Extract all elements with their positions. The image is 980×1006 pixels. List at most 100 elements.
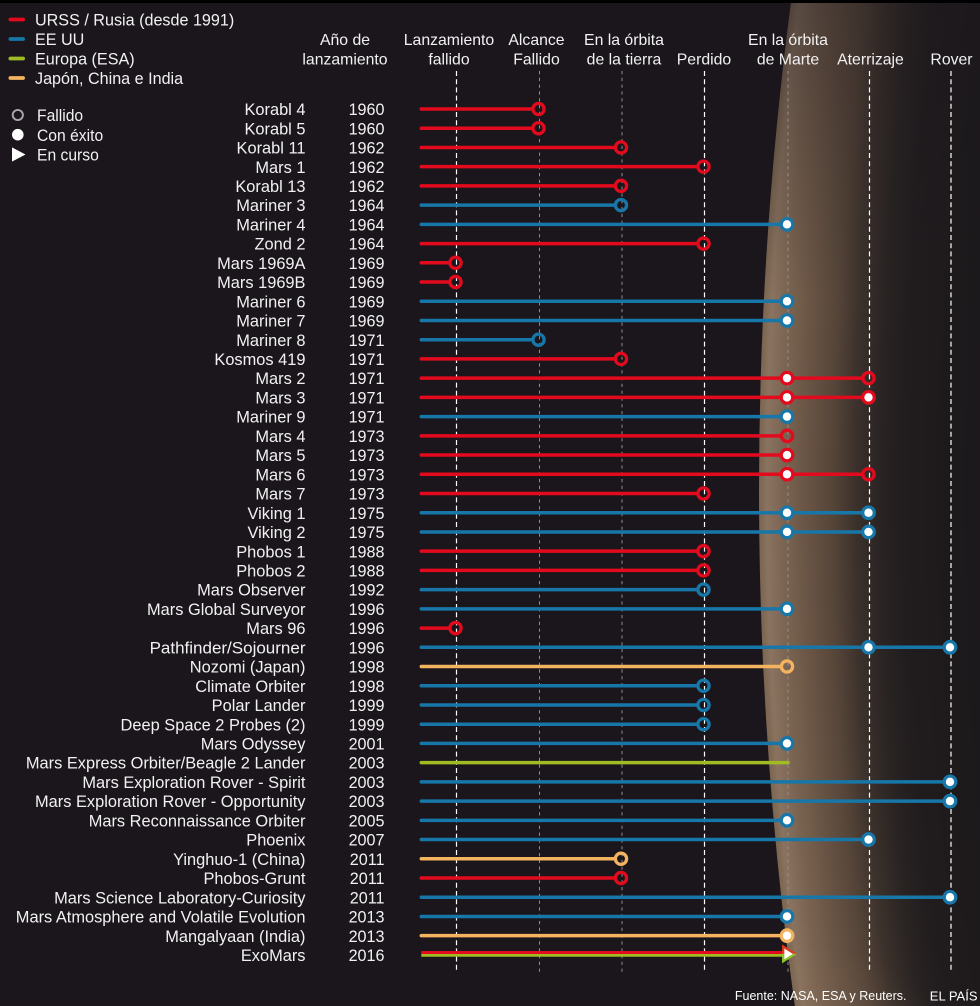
svg-text:de Marte: de Marte: [757, 52, 820, 69]
svg-text:Mars 6: Mars 6: [255, 465, 305, 484]
svg-text:1960: 1960: [349, 119, 385, 138]
svg-text:1973: 1973: [349, 465, 385, 484]
svg-text:1975: 1975: [349, 503, 385, 522]
svg-text:1996: 1996: [349, 619, 385, 638]
svg-text:1996: 1996: [349, 600, 385, 619]
svg-text:Korabl 13: Korabl 13: [235, 177, 305, 196]
svg-text:1969: 1969: [349, 254, 385, 273]
svg-text:Perdido: Perdido: [677, 52, 732, 69]
svg-text:Phoenix: Phoenix: [246, 830, 306, 849]
svg-text:1964: 1964: [349, 234, 385, 253]
svg-text:1964: 1964: [349, 196, 385, 215]
svg-text:1973: 1973: [349, 427, 385, 446]
svg-text:Climate Orbiter: Climate Orbiter: [195, 677, 306, 696]
svg-text:En la órbita: En la órbita: [584, 32, 664, 49]
svg-text:Mars Science Laboratory-Curios: Mars Science Laboratory-Curiosity: [54, 888, 306, 907]
svg-text:Phobos 1: Phobos 1: [236, 542, 305, 561]
svg-text:1971: 1971: [349, 350, 385, 369]
svg-text:Mangalyaan (India): Mangalyaan (India): [165, 927, 305, 946]
svg-text:1996: 1996: [349, 638, 385, 657]
svg-text:Mars 96: Mars 96: [246, 619, 305, 638]
svg-text:Mars 5: Mars 5: [255, 446, 305, 465]
svg-text:Zond 2: Zond 2: [254, 234, 305, 253]
svg-text:Mariner 9: Mariner 9: [236, 407, 305, 426]
svg-text:Mars Global Surveyor: Mars Global Surveyor: [147, 600, 306, 619]
svg-text:1973: 1973: [349, 484, 385, 503]
svg-text:1973: 1973: [349, 446, 385, 465]
svg-text:1971: 1971: [349, 388, 385, 407]
svg-text:1988: 1988: [349, 561, 385, 580]
svg-text:Mars Exploration Rover - Spiri: Mars Exploration Rover - Spirit: [82, 773, 305, 792]
svg-text:Mariner 3: Mariner 3: [236, 196, 305, 215]
svg-text:En la órbita: En la órbita: [748, 32, 828, 49]
svg-text:Mars 3: Mars 3: [255, 388, 305, 407]
svg-text:Mars 4: Mars 4: [255, 427, 305, 446]
svg-text:Con éxito: Con éxito: [37, 126, 103, 144]
svg-text:1969: 1969: [349, 273, 385, 292]
svg-text:Mars Observer: Mars Observer: [197, 580, 306, 599]
svg-text:2011: 2011: [350, 850, 385, 869]
svg-text:Lanzamiento: Lanzamiento: [404, 32, 495, 49]
svg-text:Nozomi (Japan): Nozomi (Japan): [190, 657, 306, 676]
svg-text:1962: 1962: [349, 138, 385, 157]
svg-text:Mariner 4: Mariner 4: [236, 215, 305, 234]
svg-text:Aterrizaje: Aterrizaje: [837, 52, 904, 69]
svg-text:Phobos-Grunt: Phobos-Grunt: [203, 869, 305, 888]
svg-text:2003: 2003: [349, 773, 385, 792]
svg-text:Mariner 8: Mariner 8: [236, 331, 305, 350]
svg-text:Fallido: Fallido: [37, 107, 83, 125]
svg-text:Mars 7: Mars 7: [255, 484, 305, 503]
svg-text:Kosmos 419: Kosmos 419: [214, 350, 305, 369]
svg-text:2016: 2016: [349, 946, 385, 965]
svg-text:Yinghuo-1 (China): Yinghuo-1 (China): [173, 850, 305, 869]
svg-text:1964: 1964: [349, 215, 385, 234]
svg-text:1988: 1988: [349, 542, 385, 561]
svg-text:1992: 1992: [349, 580, 385, 599]
svg-text:2003: 2003: [349, 753, 385, 772]
svg-text:de la tierra: de la tierra: [587, 52, 662, 69]
svg-text:1971: 1971: [349, 330, 385, 349]
svg-text:Polar Lander: Polar Lander: [212, 696, 306, 715]
svg-text:Mars Express Orbiter/Beagle 2: Mars Express Orbiter/Beagle 2 Lander: [26, 753, 306, 772]
svg-text:Mars Odyssey: Mars Odyssey: [201, 734, 306, 753]
svg-text:2001: 2001: [349, 734, 385, 753]
svg-text:Mars Reconnaissance Orbiter: Mars Reconnaissance Orbiter: [89, 811, 306, 830]
svg-text:Viking 2: Viking 2: [247, 523, 305, 542]
svg-text:En curso: En curso: [37, 146, 99, 164]
svg-text:2013: 2013: [349, 926, 385, 945]
svg-text:Japón, China e India: Japón, China e India: [35, 69, 184, 88]
svg-text:2003: 2003: [349, 792, 385, 811]
svg-text:Mars 1969B: Mars 1969B: [217, 273, 305, 292]
svg-text:fallido: fallido: [428, 52, 469, 69]
svg-text:Korabl 4: Korabl 4: [244, 100, 305, 119]
svg-text:URSS / Rusia (desde 1991): URSS / Rusia (desde 1991): [35, 10, 234, 29]
svg-text:ExoMars: ExoMars: [241, 946, 306, 965]
svg-text:2013: 2013: [349, 907, 385, 926]
svg-text:Fallido: Fallido: [513, 52, 560, 69]
svg-text:2011: 2011: [350, 869, 385, 888]
svg-text:Mars 1: Mars 1: [255, 158, 305, 177]
svg-text:Mars 2: Mars 2: [255, 369, 305, 388]
svg-text:Mars 1969A: Mars 1969A: [217, 254, 306, 273]
svg-text:2011: 2011: [350, 888, 385, 907]
svg-text:1998: 1998: [349, 676, 385, 695]
svg-text:1975: 1975: [349, 523, 385, 542]
svg-text:1971: 1971: [349, 369, 385, 388]
svg-text:1999: 1999: [349, 715, 385, 734]
svg-text:1969: 1969: [349, 311, 385, 330]
svg-text:1998: 1998: [349, 657, 385, 676]
svg-text:Deep Space 2 Probes (2): Deep Space 2 Probes (2): [121, 715, 306, 734]
svg-text:Fuente: NASA, ESA y Reuters.: Fuente: NASA, ESA y Reuters.: [735, 989, 907, 1003]
svg-text:Alcance: Alcance: [508, 32, 564, 49]
svg-text:Korabl 5: Korabl 5: [244, 119, 305, 138]
svg-text:Mariner 7: Mariner 7: [236, 311, 305, 330]
svg-text:Pathfinder/Sojourner: Pathfinder/Sojourner: [150, 638, 306, 657]
svg-text:1999: 1999: [349, 696, 385, 715]
svg-text:Viking 1: Viking 1: [247, 504, 305, 523]
svg-text:Mars Atmosphere and Volatile E: Mars Atmosphere and Volatile Evolution: [16, 907, 306, 926]
svg-text:1960: 1960: [349, 100, 385, 119]
svg-text:1962: 1962: [349, 157, 385, 176]
svg-text:Año de: Año de: [320, 32, 370, 49]
svg-text:1969: 1969: [349, 292, 385, 311]
svg-text:EL PAÍS: EL PAÍS: [930, 989, 978, 1004]
